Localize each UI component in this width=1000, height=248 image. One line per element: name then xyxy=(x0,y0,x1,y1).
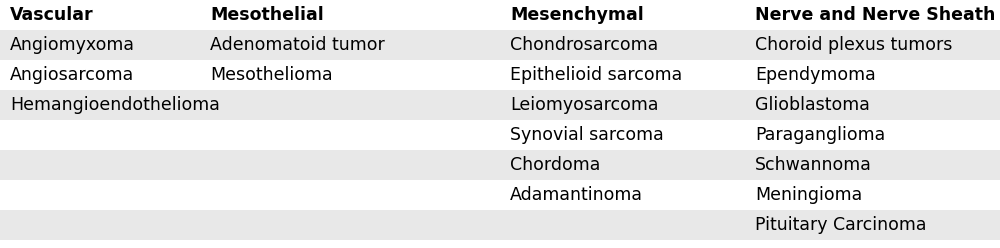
Bar xyxy=(0,120,1000,150)
Text: Mesothelioma: Mesothelioma xyxy=(210,66,333,84)
Text: Schwannoma: Schwannoma xyxy=(755,156,872,174)
Bar xyxy=(0,150,1000,180)
Text: Epithelioid sarcoma: Epithelioid sarcoma xyxy=(510,66,682,84)
Text: Chondrosarcoma: Chondrosarcoma xyxy=(510,36,658,54)
Text: Mesothelial: Mesothelial xyxy=(210,6,324,24)
Text: Meningioma: Meningioma xyxy=(755,186,862,204)
Text: Hemangioendothelioma: Hemangioendothelioma xyxy=(10,96,220,114)
Bar xyxy=(0,180,1000,210)
Text: Vascular: Vascular xyxy=(10,6,94,24)
Bar xyxy=(0,210,1000,240)
Text: Mesenchymal: Mesenchymal xyxy=(510,6,644,24)
Text: Adenomatoid tumor: Adenomatoid tumor xyxy=(210,36,385,54)
Text: Angiosarcoma: Angiosarcoma xyxy=(10,66,134,84)
Text: Synovial sarcoma: Synovial sarcoma xyxy=(510,126,664,144)
Text: Glioblastoma: Glioblastoma xyxy=(755,96,870,114)
Text: Paraganglioma: Paraganglioma xyxy=(755,126,885,144)
Bar xyxy=(0,60,1000,90)
Text: Choroid plexus tumors: Choroid plexus tumors xyxy=(755,36,952,54)
Text: Adamantinoma: Adamantinoma xyxy=(510,186,643,204)
Text: Angiomyxoma: Angiomyxoma xyxy=(10,36,135,54)
Text: Pituitary Carcinoma: Pituitary Carcinoma xyxy=(755,216,926,234)
Bar xyxy=(0,90,1000,120)
Text: Nerve and Nerve Sheath: Nerve and Nerve Sheath xyxy=(755,6,995,24)
Text: Ependymoma: Ependymoma xyxy=(755,66,876,84)
Text: Leiomyosarcoma: Leiomyosarcoma xyxy=(510,96,658,114)
Text: Chordoma: Chordoma xyxy=(510,156,600,174)
Bar xyxy=(0,30,1000,60)
